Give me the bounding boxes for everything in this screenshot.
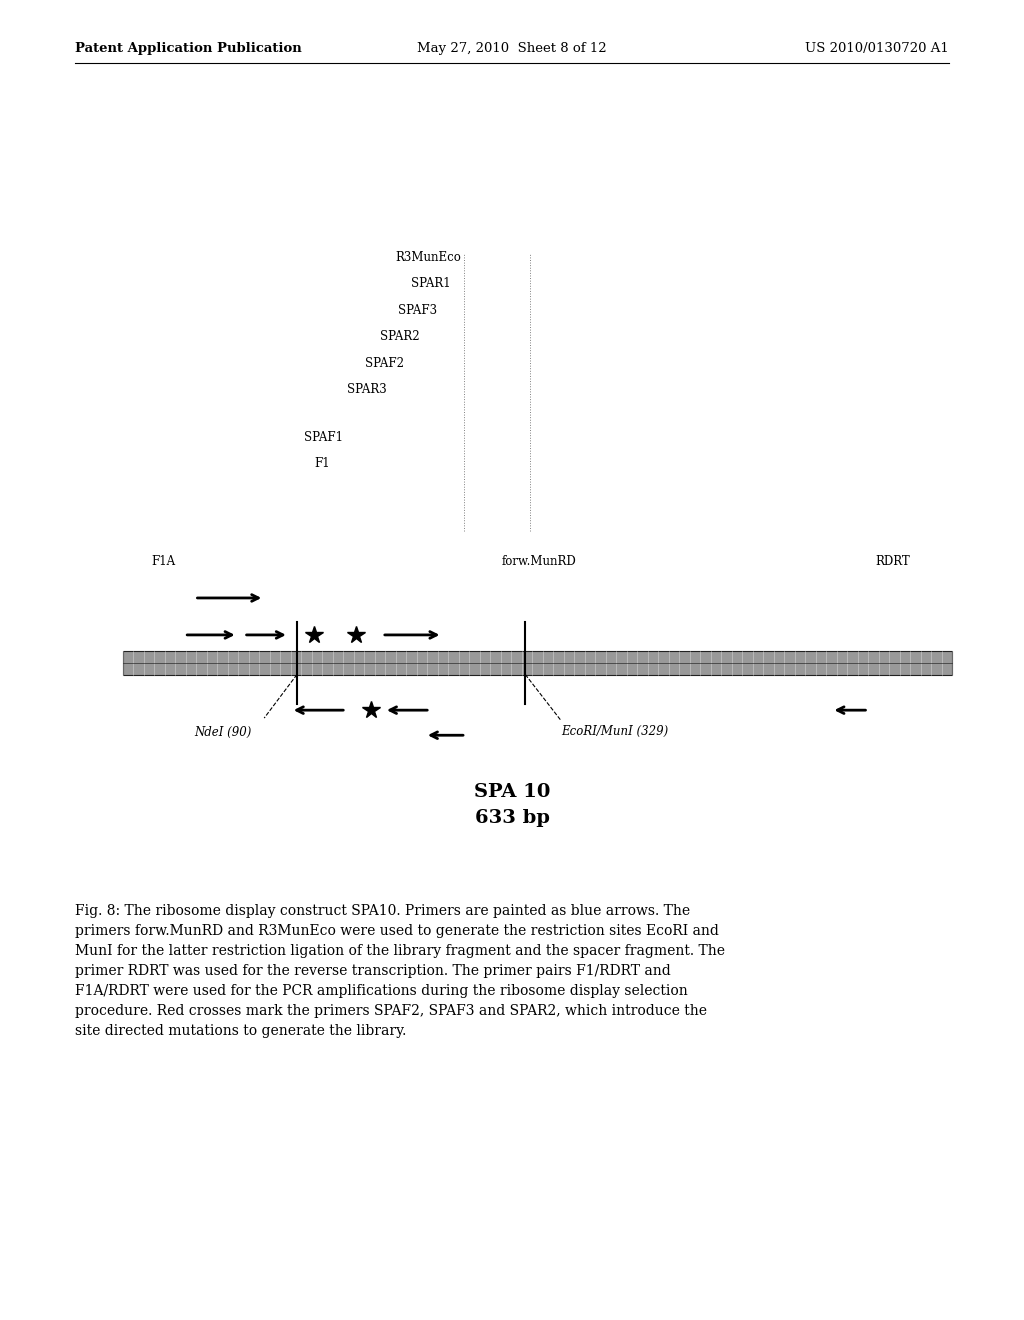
- Text: Fig. 8: The ribosome display construct SPA10. Primers are painted as blue arrows: Fig. 8: The ribosome display construct S…: [75, 904, 725, 1039]
- Text: F1A: F1A: [152, 554, 176, 568]
- Text: SPAF1: SPAF1: [304, 430, 343, 444]
- Text: NdeI (90): NdeI (90): [195, 726, 252, 739]
- Text: SPA 10: SPA 10: [474, 783, 550, 801]
- Text: SPAR3: SPAR3: [347, 383, 387, 396]
- Text: SPAR1: SPAR1: [411, 277, 451, 290]
- Text: Patent Application Publication: Patent Application Publication: [75, 42, 301, 55]
- Text: SPAF2: SPAF2: [366, 356, 404, 370]
- Text: RDRT: RDRT: [876, 554, 910, 568]
- Text: SPAR2: SPAR2: [380, 330, 420, 343]
- Text: R3MunEco: R3MunEco: [395, 251, 461, 264]
- Bar: [123, 651, 952, 675]
- Text: F1: F1: [314, 457, 330, 470]
- Text: EcoRI/MunI (329): EcoRI/MunI (329): [561, 725, 669, 738]
- Text: forw.MunRD: forw.MunRD: [502, 554, 577, 568]
- Text: 633 bp: 633 bp: [474, 809, 550, 828]
- Text: SPAF3: SPAF3: [398, 304, 437, 317]
- Text: May 27, 2010  Sheet 8 of 12: May 27, 2010 Sheet 8 of 12: [417, 42, 607, 55]
- Text: US 2010/0130720 A1: US 2010/0130720 A1: [806, 42, 949, 55]
